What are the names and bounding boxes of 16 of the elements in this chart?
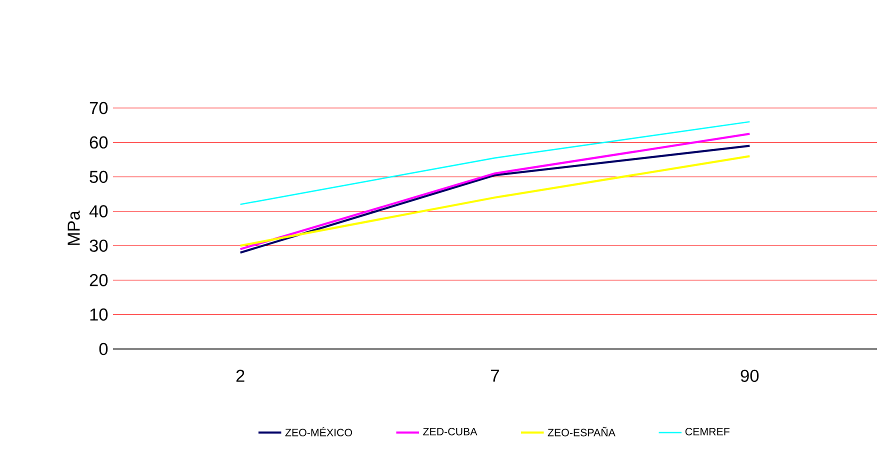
- legend-label: ZEO-MÉXICO: [285, 426, 352, 436]
- x-tick-label: 2: [236, 370, 244, 382]
- y-tick-label: 20: [90, 274, 108, 286]
- y-axis-title: MPa: [68, 210, 80, 245]
- legend-label: ZEO-ESPAÑA: [548, 426, 616, 436]
- x-tick-label: 7: [491, 370, 499, 382]
- y-tick-label: 60: [90, 136, 108, 149]
- legend-label: CEMREF: [685, 428, 730, 436]
- y-tick-label: 40: [89, 205, 108, 218]
- y-tick-label: 10: [90, 308, 108, 321]
- y-tick-label: 70: [90, 102, 108, 114]
- y-tick-label: 30: [90, 240, 108, 252]
- legend-label: ZED-CUBA: [423, 428, 478, 436]
- y-tick-label: 50: [90, 170, 108, 183]
- x-tick-label: 90: [740, 370, 759, 382]
- y-tick-label: 0: [99, 342, 108, 356]
